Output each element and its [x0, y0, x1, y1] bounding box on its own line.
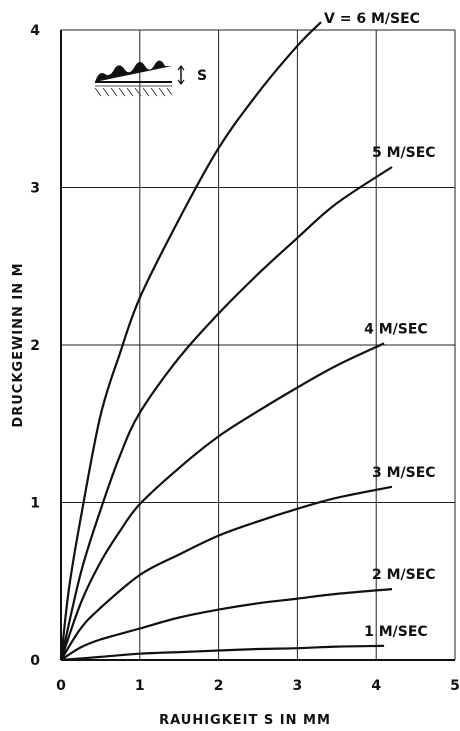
curves — [59, 21, 393, 662]
roughness-inset-icon — [94, 60, 185, 97]
series-line-4 — [59, 166, 393, 661]
y-axis-label: DRUCKGEWINN IN M — [11, 262, 26, 427]
series-line-3 — [59, 342, 385, 661]
series-label-1: 2 M/SEC — [372, 567, 436, 583]
series-label-4: 5 M/SEC — [372, 145, 436, 161]
inset-label: S — [197, 68, 207, 84]
y-tick-label-2: 2 — [30, 338, 40, 354]
y-tick-label-0: 0 — [30, 653, 40, 669]
grid — [60, 29, 456, 661]
x-tick-label-5: 5 — [450, 678, 460, 694]
y-tick-label-1: 1 — [30, 496, 40, 512]
series-line-5 — [59, 21, 322, 661]
series-label-0: 1 M/SEC — [364, 624, 428, 640]
x-tick-label-3: 3 — [293, 678, 303, 694]
series-label-5: V = 6 M/SEC — [324, 11, 420, 27]
series-line-1 — [60, 588, 393, 661]
x-tick-label-0: 0 — [56, 678, 66, 694]
series-label-3: 4 M/SEC — [364, 321, 428, 337]
y-tick-label-3: 3 — [30, 181, 40, 197]
series-label-2: 3 M/SEC — [372, 465, 436, 481]
series-line-2 — [60, 485, 393, 661]
x-tick-label-2: 2 — [214, 678, 224, 694]
x-tick-label-1: 1 — [135, 678, 145, 694]
series-labels: 1 M/SEC 2 M/SEC 3 M/SEC 4 M/SEC 5 M/SEC V = 6… — [324, 11, 436, 640]
x-tick-label-4: 4 — [371, 678, 381, 694]
tick-labels: 0 1 2 3 4 5 0 1 2 3 4 — [30, 23, 460, 694]
x-axis-label: RAUHIGKEIT S IN MM — [159, 713, 331, 728]
y-tick-label-4: 4 — [30, 23, 40, 39]
series-line-0 — [60, 644, 385, 662]
